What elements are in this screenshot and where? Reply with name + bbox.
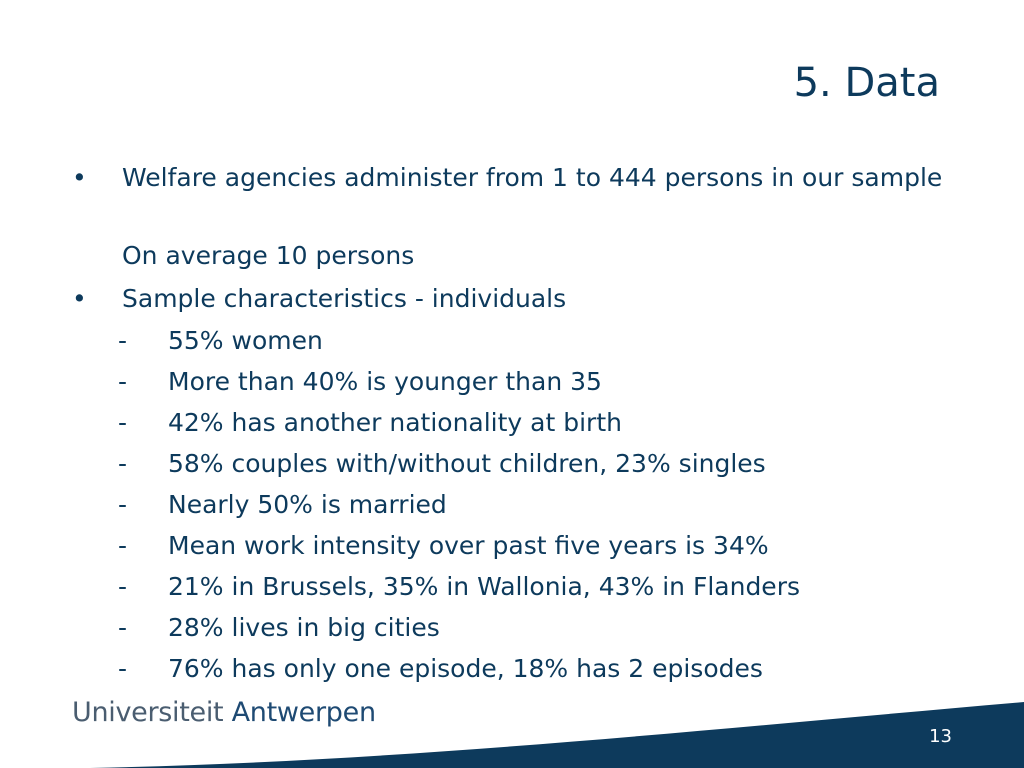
university-logo: Universiteit Antwerpen <box>72 697 376 728</box>
sub-item-marker: - <box>118 531 128 560</box>
sub-item-text: 58% couples with/without children, 23% s… <box>168 449 766 478</box>
sub-item-marker: - <box>118 367 128 396</box>
sub-item-text: More than 40% is younger than 35 <box>168 367 602 396</box>
sub-item-marker: - <box>118 490 128 519</box>
sub-item-marker: - <box>118 408 128 437</box>
bullet-text: Sample characteristics - individuals <box>122 284 567 313</box>
page-number: 13 <box>929 726 952 747</box>
logo-text-antwerpen: Antwerpen <box>231 697 376 728</box>
sub-item-text: Nearly 50% is married <box>168 490 447 519</box>
sub-item-text: 55% women <box>168 326 323 355</box>
sub-item-marker: - <box>118 654 128 683</box>
slide-title: 5. Data <box>793 60 940 106</box>
bullet-continuation: On average 10 persons <box>122 241 415 270</box>
bullet-marker: • <box>72 284 87 313</box>
sub-item-text: Mean work intensity over past five years… <box>168 531 769 560</box>
sub-item-marker: - <box>118 326 128 355</box>
sub-item-text: 42% has another nationality at birth <box>168 408 622 437</box>
bullet-text: Welfare agencies administer from 1 to 44… <box>122 163 943 192</box>
bullet-marker: • <box>72 163 87 192</box>
sub-item-text: 76% has only one episode, 18% has 2 epis… <box>168 654 763 683</box>
sub-item-text: 21% in Brussels, 35% in Wallonia, 43% in… <box>168 572 800 601</box>
sub-item-text: 28% lives in big cities <box>168 613 440 642</box>
sub-item-marker: - <box>118 572 128 601</box>
logo-text-universiteit: Universiteit <box>72 697 224 728</box>
sub-item-marker: - <box>118 613 128 642</box>
sub-item-marker: - <box>118 449 128 478</box>
footer-wave <box>90 702 1024 768</box>
